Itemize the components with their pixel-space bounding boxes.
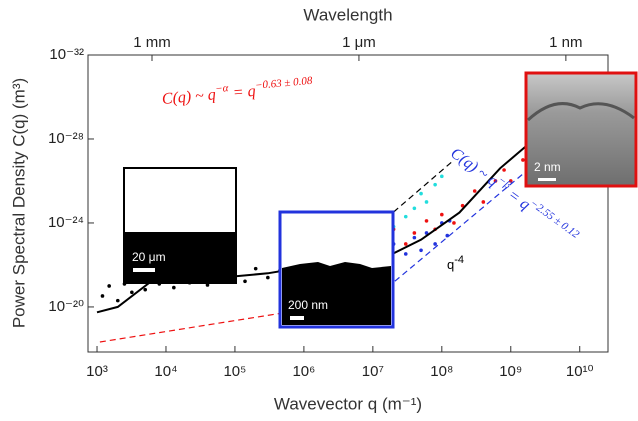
inset-texture (526, 102, 635, 122)
point (100, 294, 105, 298)
point (143, 287, 148, 292)
annotation-superscript: −2.55 ± 0.12 (528, 197, 582, 241)
point (205, 283, 210, 287)
inset: 2 nm (524, 71, 638, 188)
annotation: C(q) ~ q−α = q−0.63 ± 0.08 (161, 74, 314, 107)
fit-line (393, 159, 455, 213)
point (266, 275, 270, 280)
inset-label: 2 nm (534, 160, 561, 174)
inset-frame (524, 71, 638, 188)
point (412, 235, 417, 240)
point (521, 158, 525, 162)
point (424, 200, 429, 204)
point (445, 233, 450, 238)
annotation-text: C(q) ~ q (161, 86, 216, 108)
point (243, 279, 247, 284)
x2-tick-label: 1 μm (342, 34, 376, 51)
x-tick-label: 10⁸ (430, 363, 453, 380)
x-tick-label: 10⁴ (154, 363, 177, 380)
point (130, 290, 134, 295)
point (115, 298, 120, 303)
point (424, 219, 429, 223)
x-tick-label: 10¹⁰ (566, 363, 594, 380)
scale-bar (290, 316, 304, 320)
annotation-text: q (447, 257, 454, 272)
x-axis-label: Wavevector q (m⁻¹) (274, 394, 422, 413)
point (403, 242, 408, 246)
annotation-superscript: -4 (454, 254, 464, 266)
point (460, 203, 465, 208)
point (440, 174, 444, 179)
scale-bar (538, 178, 556, 181)
inset-image (125, 232, 235, 282)
annotation-text: C(q) ~ q (447, 144, 501, 189)
x-tick-label: 10⁹ (499, 363, 522, 380)
point (452, 221, 456, 225)
annotation-superscript: −α (215, 82, 229, 95)
y-tick-label: 10⁻²⁴ (48, 214, 84, 231)
point (253, 266, 258, 271)
x-tick-label: 10³ (86, 363, 108, 380)
point (172, 285, 176, 290)
point (502, 168, 506, 172)
inset-label: 20 μm (132, 250, 166, 264)
point (419, 248, 423, 253)
annotation-text: = q (228, 83, 256, 102)
y-tick-label: 10⁻²⁰ (48, 298, 84, 315)
point (403, 252, 408, 256)
scale-bar (133, 268, 155, 272)
y-tick-label: 10⁻²⁸ (48, 130, 84, 147)
point (412, 206, 417, 211)
x-tick-label: 10⁶ (292, 363, 315, 380)
point (493, 179, 498, 183)
point (481, 200, 486, 204)
y-axis-label: Power Spectral Density C(q) (m³) (9, 78, 28, 328)
point (107, 284, 111, 288)
x-tick-label: 10⁵ (223, 363, 246, 380)
point (403, 214, 408, 219)
inset: 20 μm (123, 167, 237, 284)
point (508, 179, 513, 183)
y-tick-label: 10⁻³² (49, 46, 84, 63)
x2-axis-label: Wavelength (303, 5, 392, 24)
point (440, 212, 444, 217)
x2-tick-label: 1 nm (549, 34, 582, 51)
x2-tick-label: 1 mm (133, 34, 171, 51)
inset: 200 nm (278, 210, 395, 329)
point (433, 242, 437, 246)
point (472, 189, 477, 193)
inset-image (282, 262, 391, 325)
inset-label: 200 nm (288, 298, 328, 312)
x-tick-label: 10⁷ (362, 363, 384, 380)
point (412, 231, 417, 235)
annotation-superscript: −0.63 ± 0.08 (255, 74, 314, 91)
plot-frame (87, 54, 609, 353)
annotation: q-4 (447, 254, 464, 273)
point (424, 231, 429, 235)
point (433, 182, 437, 187)
point (419, 191, 423, 196)
